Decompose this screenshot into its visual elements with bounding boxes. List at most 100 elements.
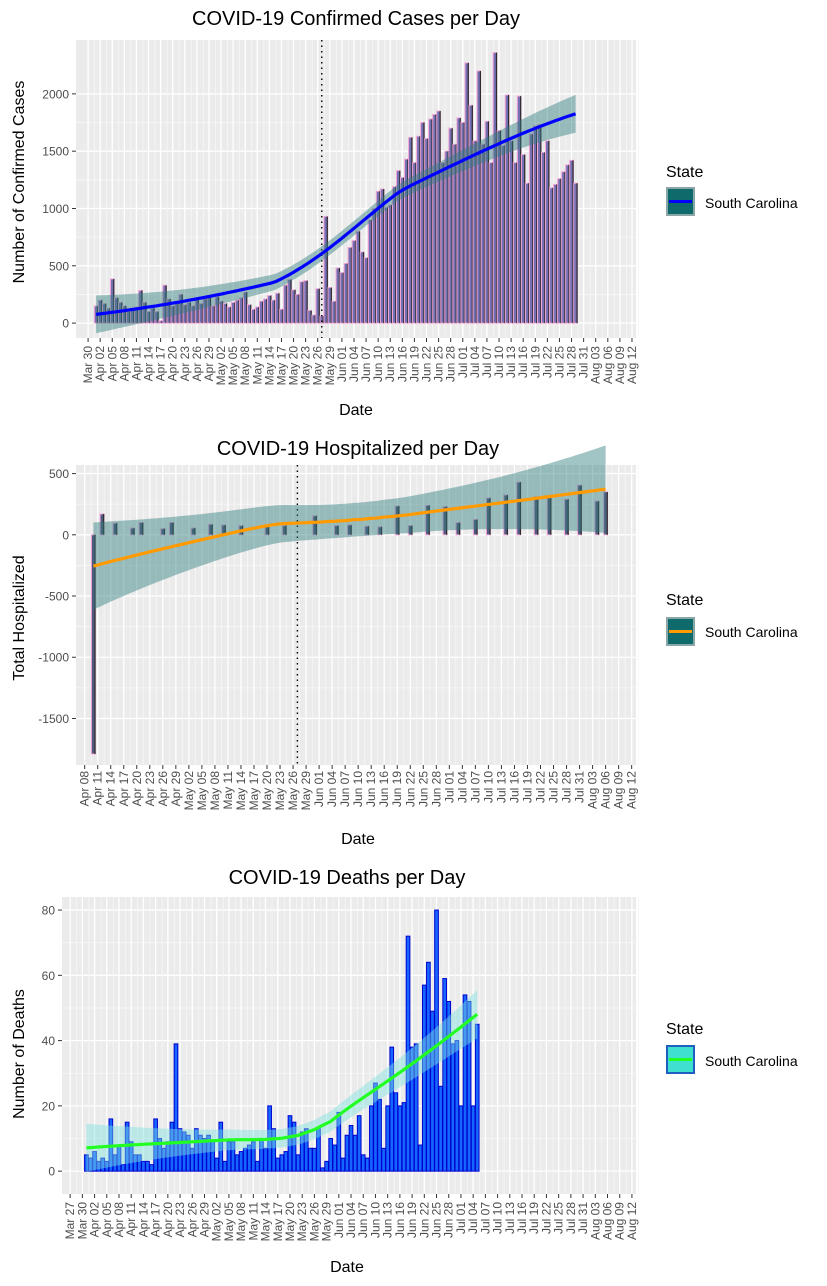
bar [312,1147,317,1172]
x-tick-label: Jun 04 [325,771,339,807]
x-tick-label: Apr 05 [105,346,119,382]
x-tick-label: Jun 25 [416,771,430,807]
confidence-ribbon [96,94,576,334]
x-tick-label: Jun 01 [332,1202,346,1238]
y-tick-label: 2000 [42,87,69,101]
legend-title: State [666,1021,703,1038]
bar [348,1124,354,1172]
x-axis-label: Date [341,831,375,848]
x-tick-label: Mar 27 [63,1202,77,1240]
x-tick-label: Jun 13 [383,346,397,382]
x-tick-label: Jun 22 [403,771,417,807]
x-tick-label: Apr 11 [124,1202,138,1237]
y-axis-label: Number of Deaths [11,989,28,1119]
x-tick-label: Jun 22 [420,346,434,382]
x-tick-label: Aug 09 [613,346,627,384]
y-tick-label: -500 [45,590,69,604]
x-tick-label: Jul 04 [468,346,482,378]
x-tick-label: Mar 30 [81,346,95,384]
x-tick-label: Apr 26 [185,1202,199,1238]
x-tick-label: Jul 01 [456,346,470,378]
bar [271,1128,277,1172]
x-tick-label: Jun 16 [377,771,391,807]
confidence-ribbon [86,990,478,1172]
x-tick-label: Jul 13 [504,346,518,378]
x-tick-label: May 05 [195,771,209,811]
x-tick-label: Apr 14 [104,771,118,807]
x-tick-label: Apr 29 [169,771,183,807]
x-tick-label: Jun 13 [364,771,378,807]
x-tick-label: Apr 20 [130,771,144,807]
x-tick-label: Jun 10 [368,1202,382,1238]
y-tick-label: 500 [49,259,69,273]
y-tick-label: 60 [42,969,56,983]
x-tick-label: May 08 [238,346,252,386]
x-axis-label: Date [330,1259,364,1276]
x-tick-label: Jul 22 [533,771,547,803]
x-tick-label: Jul 28 [560,771,574,803]
x-tick-label: Jun 01 [312,771,326,807]
bar [145,1160,150,1172]
x-tick-label: Jul 01 [442,771,456,803]
bar [295,1154,301,1172]
x-tick-label: Apr 08 [112,1202,126,1238]
x-tick-label: Aug 09 [612,771,626,809]
bar [377,1098,382,1172]
bar [369,1105,374,1172]
x-tick-label: Aug 03 [586,771,600,809]
x-tick-label: Apr 17 [154,346,168,382]
x-tick-label: Aug 12 [625,771,639,809]
legend-label: South Carolina [705,624,798,640]
bar [397,1105,403,1172]
x-tick-label: Jul 22 [539,1202,553,1234]
y-tick-label: 40 [42,1034,56,1048]
y-tick-label: 1500 [42,145,69,159]
bar [320,1167,325,1172]
x-tick-label: May 02 [210,1202,224,1242]
bar [214,1157,220,1172]
bar [275,1157,281,1172]
x-tick-label: Jul 16 [515,1202,529,1234]
x-tick-label: May 17 [271,1202,285,1242]
bar [141,1160,146,1172]
bar [438,1085,443,1172]
x-tick-label: Apr 26 [156,771,170,807]
bar [242,1147,248,1172]
bar [283,1151,289,1172]
bar [291,1121,297,1172]
x-tick-label: Apr 17 [117,771,131,807]
bar [328,1138,334,1172]
x-tick-label: May 11 [246,1202,260,1241]
y-tick-label: 80 [42,904,56,918]
bar [255,1160,260,1172]
bar [173,1043,179,1172]
bar [401,1102,407,1172]
x-tick-label: Apr 23 [178,346,192,382]
bar [474,1023,480,1172]
bar [336,1111,342,1172]
x-tick-label: May 29 [299,771,313,811]
chart-title: COVID-19 Hospitalized per Day [217,438,499,460]
bar [356,1115,362,1172]
x-tick-label: Jul 07 [480,346,494,378]
x-tick-label: May 17 [274,346,288,386]
y-tick-label: 1000 [42,202,69,216]
bar [222,1160,228,1172]
x-tick-label: Jul 19 [527,1202,541,1234]
x-tick-label: Jul 31 [573,771,587,803]
x-tick-label: May 14 [262,346,276,386]
x-tick-label: Jul 16 [516,346,530,378]
x-tick-label: Jun 04 [344,1202,358,1238]
x-tick-label: Aug 12 [625,346,639,384]
x-tick-label: Apr 11 [91,771,105,806]
x-tick-label: Aug 09 [613,1202,627,1240]
bar [454,1040,460,1172]
x-tick-label: Apr 23 [143,771,157,807]
x-tick-label: Jul 22 [540,346,554,378]
x-tick-label: May 02 [182,771,196,811]
bar [470,1105,476,1172]
x-tick-label: Jul 19 [528,346,542,378]
